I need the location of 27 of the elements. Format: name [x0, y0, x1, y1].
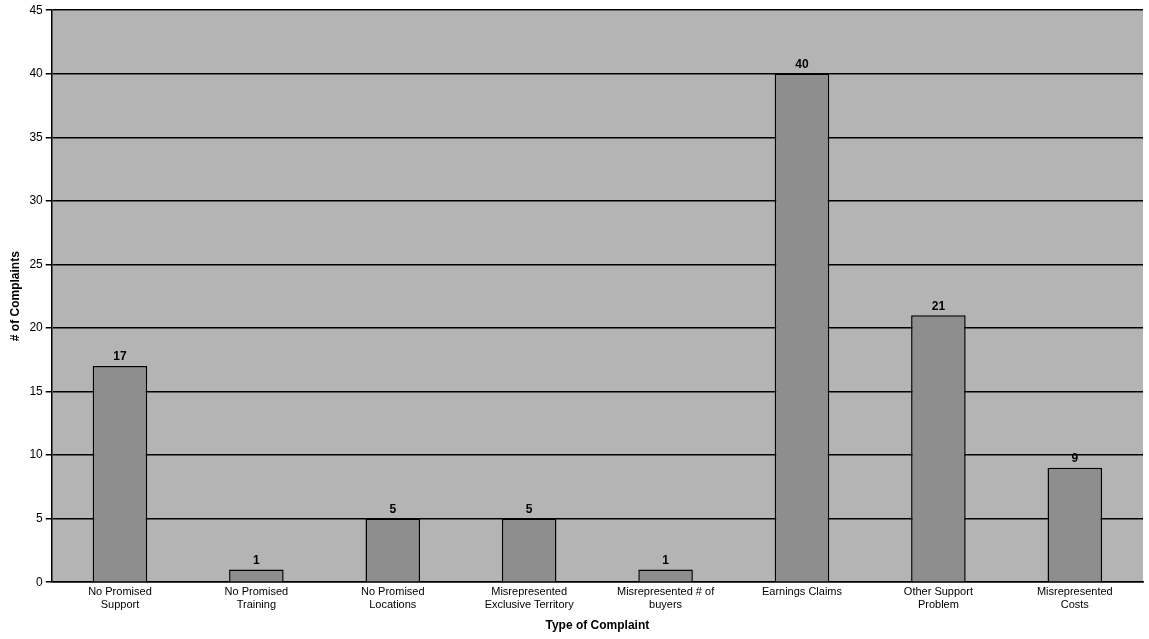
data-label: 1: [662, 552, 670, 567]
data-label: 1: [253, 552, 261, 567]
y-tick-label: 25: [29, 256, 44, 271]
x-tick-label: Earnings Claims: [761, 584, 843, 597]
y-tick-label: 35: [29, 129, 44, 144]
y-tick-label: 5: [36, 510, 44, 525]
y-tick-label: 10: [29, 447, 44, 462]
x-tick-label: No Promised Locations: [360, 584, 425, 611]
y-tick-label: 40: [29, 66, 44, 81]
y-tick-label: 0: [36, 574, 44, 589]
y-tick-label: 15: [29, 383, 44, 398]
y-tick-label: 30: [29, 193, 44, 208]
x-axis-title: Type of Complaint: [545, 618, 650, 633]
data-label: 40: [795, 57, 809, 72]
x-tick-label: Misrepresented Exclusive Territory: [484, 584, 575, 611]
y-tick-label: 45: [29, 2, 44, 17]
data-label: 5: [389, 501, 397, 516]
x-tick-label: Other Support Problem: [903, 584, 973, 611]
data-label: 5: [525, 501, 533, 516]
x-tick-label: No Promised Support: [88, 584, 152, 611]
x-tick-label: No Promised Training: [224, 584, 289, 611]
y-axis-title: # of Complaints: [7, 250, 22, 342]
data-label: 17: [113, 349, 127, 364]
x-tick-label: Misrepresented # of buyers: [616, 584, 716, 611]
x-tick-label: Misrepresented Costs: [1036, 584, 1113, 611]
data-label: 21: [931, 298, 946, 313]
y-tick-label: 20: [29, 320, 44, 335]
